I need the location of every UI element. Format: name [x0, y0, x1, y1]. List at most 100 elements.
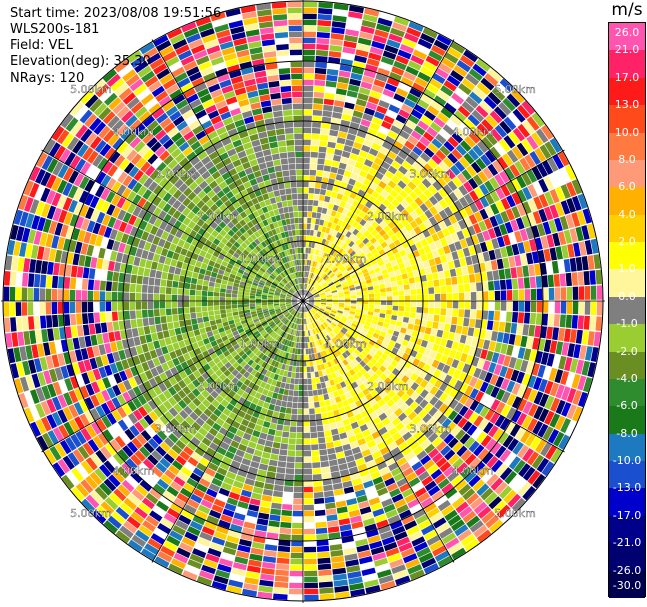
- velocity-cell: [340, 279, 347, 284]
- velocity-cell: [348, 178, 356, 186]
- velocity-cell: [335, 232, 342, 239]
- velocity-cell: [469, 318, 476, 328]
- velocity-cell: [442, 532, 457, 545]
- velocity-cell: [355, 231, 363, 239]
- velocity-cell: [387, 328, 394, 335]
- velocity-cell: [426, 357, 434, 366]
- velocity-cell: [440, 308, 447, 316]
- velocity-cell: [385, 314, 392, 320]
- velocity-cell: [464, 136, 476, 148]
- velocity-cell: [304, 283, 307, 290]
- velocity-cell: [344, 102, 355, 110]
- velocity-cell: [365, 173, 375, 182]
- velocity-cell: [320, 293, 326, 297]
- velocity-cell: [520, 253, 528, 266]
- velocity-cell: [491, 331, 498, 342]
- velocity-cell: [346, 210, 354, 218]
- velocity-cell: [418, 470, 430, 482]
- velocity-cell: [349, 369, 356, 376]
- velocity-cell: [243, 304, 250, 308]
- velocity-cell: [401, 322, 409, 329]
- velocity-cell: [480, 435, 492, 448]
- velocity-cell: [489, 215, 499, 228]
- velocity-cell: [319, 244, 325, 251]
- velocity-cell: [332, 251, 338, 258]
- velocity-cell: [409, 401, 419, 411]
- velocity-cell: [28, 273, 35, 287]
- velocity-cell: [370, 357, 378, 365]
- velocity-cell: [314, 509, 326, 517]
- velocity-cell: [337, 341, 343, 347]
- velocity-cell: [428, 258, 436, 267]
- velocity-cell: [418, 193, 428, 203]
- velocity-cell: [465, 73, 480, 86]
- velocity-cell: [326, 294, 332, 298]
- velocity-cell: [306, 360, 310, 367]
- velocity-cell: [304, 558, 317, 565]
- velocity-cell: [339, 301, 345, 303]
- velocity-cell: [316, 533, 328, 540]
- velocity-cell: [262, 556, 276, 563]
- velocity-cell: [277, 545, 291, 553]
- velocity-cell: [445, 339, 454, 349]
- velocity-cell: [71, 325, 78, 338]
- velocity-cell: [192, 272, 199, 279]
- velocity-cell: [372, 281, 379, 286]
- velocity-cell: [486, 455, 499, 469]
- velocity-cell: [560, 370, 569, 385]
- velocity-cell: [360, 81, 373, 90]
- velocity-cell: [357, 274, 364, 280]
- velocity-cell: [307, 304, 313, 308]
- velocity-cell: [313, 395, 319, 402]
- velocity-cell: [255, 524, 268, 532]
- velocity-cell: [573, 344, 581, 359]
- velocity-cell: [314, 371, 320, 378]
- velocity-cell: [320, 251, 325, 258]
- velocity-cell: [282, 504, 293, 511]
- velocity-cell: [507, 493, 521, 508]
- velocity-cell: [280, 443, 288, 450]
- velocity-cell: [447, 260, 455, 270]
- velocity-cell: [488, 249, 496, 261]
- velocity-cell: [139, 335, 147, 345]
- velocity-cell: [332, 302, 339, 305]
- velocity-cell: [532, 420, 543, 435]
- velocity-cell: [485, 350, 494, 362]
- velocity-cell: [441, 418, 452, 429]
- velocity-cell: [436, 329, 444, 338]
- velocity-cell: [379, 283, 386, 289]
- velocity-cell: [129, 310, 136, 320]
- velocity-cell: [375, 73, 388, 83]
- velocity-cell: [489, 412, 500, 425]
- velocity-cell: [313, 230, 318, 237]
- velocity-cell: [318, 309, 324, 313]
- velocity-cell: [471, 356, 480, 367]
- velocity-cell: [464, 309, 471, 318]
- velocity-cell: [494, 290, 501, 301]
- velocity-cell: [479, 100, 493, 114]
- velocity-cell: [303, 19, 317, 26]
- velocity-cell: [289, 570, 303, 577]
- velocity-cell: [191, 277, 198, 285]
- velocity-cell: [325, 227, 331, 234]
- velocity-cell: [151, 261, 158, 270]
- velocity-cell: [69, 277, 77, 290]
- velocity-cell: [539, 393, 549, 408]
- velocity-cell: [319, 134, 329, 141]
- velocity-cell: [325, 290, 331, 294]
- velocity-cell: [359, 375, 367, 383]
- velocity-cell: [327, 326, 333, 332]
- velocity-cell: [295, 450, 303, 457]
- velocity-cell: [465, 354, 474, 365]
- velocity-cell: [544, 191, 555, 206]
- velocity-cell: [338, 518, 351, 526]
- velocity-cell: [147, 285, 154, 294]
- velocity-cell: [438, 322, 445, 331]
- velocity-cell: [307, 293, 313, 298]
- velocity-cell: [420, 497, 434, 508]
- velocity-cell: [226, 289, 232, 294]
- velocity-cell: [440, 85, 454, 97]
- velocity-cell: [317, 243, 322, 250]
- velocity-cell: [361, 255, 368, 262]
